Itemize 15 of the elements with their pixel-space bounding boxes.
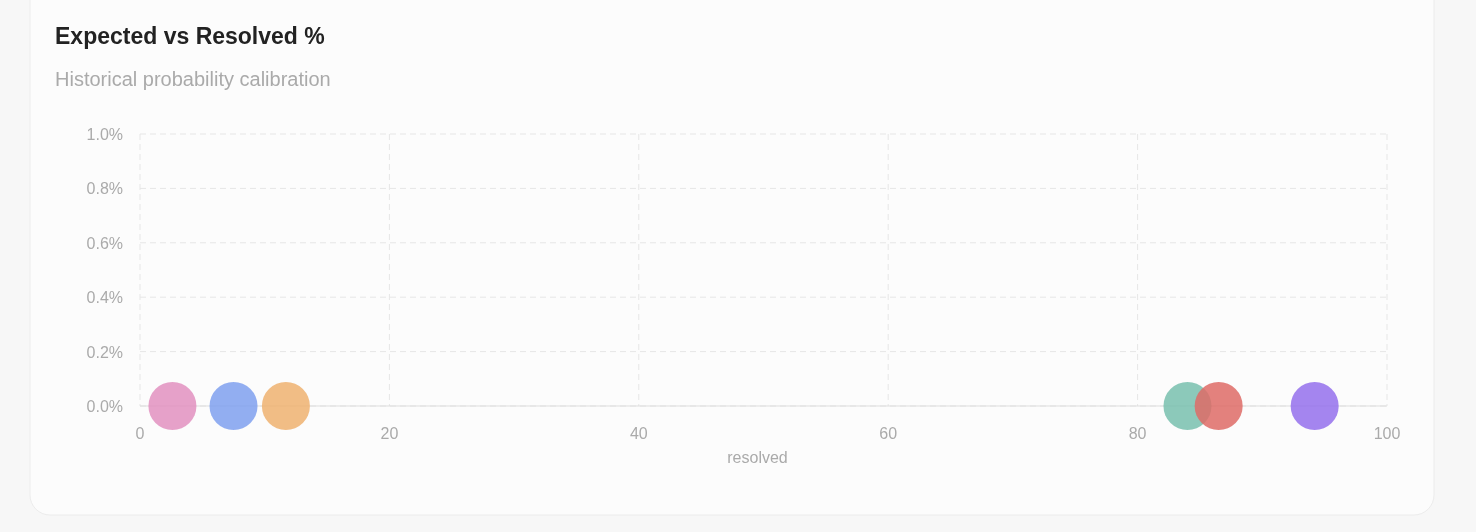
y-tick-label: 0.0% xyxy=(86,398,123,415)
x-tick-label: 40 xyxy=(629,425,648,442)
y-tick-label: 1.0% xyxy=(86,126,123,143)
x-tick-label: 20 xyxy=(380,425,399,442)
x-tick-label: 0 xyxy=(135,425,145,442)
x-axis-title: resolved xyxy=(727,449,788,466)
x-tick-label: 60 xyxy=(879,425,898,442)
chart-title: Expected vs Resolved % xyxy=(55,23,325,49)
x-tick-label: 100 xyxy=(1373,425,1401,442)
x-tick-label: 80 xyxy=(1128,425,1147,442)
y-tick-label: 0.6% xyxy=(86,234,123,252)
y-tick-label: 0.2% xyxy=(86,343,123,361)
y-tick-label: 0.4% xyxy=(86,289,123,307)
y-tick-label: 0.8% xyxy=(86,180,123,198)
chart-subtitle: Historical probability calibration xyxy=(55,68,331,90)
